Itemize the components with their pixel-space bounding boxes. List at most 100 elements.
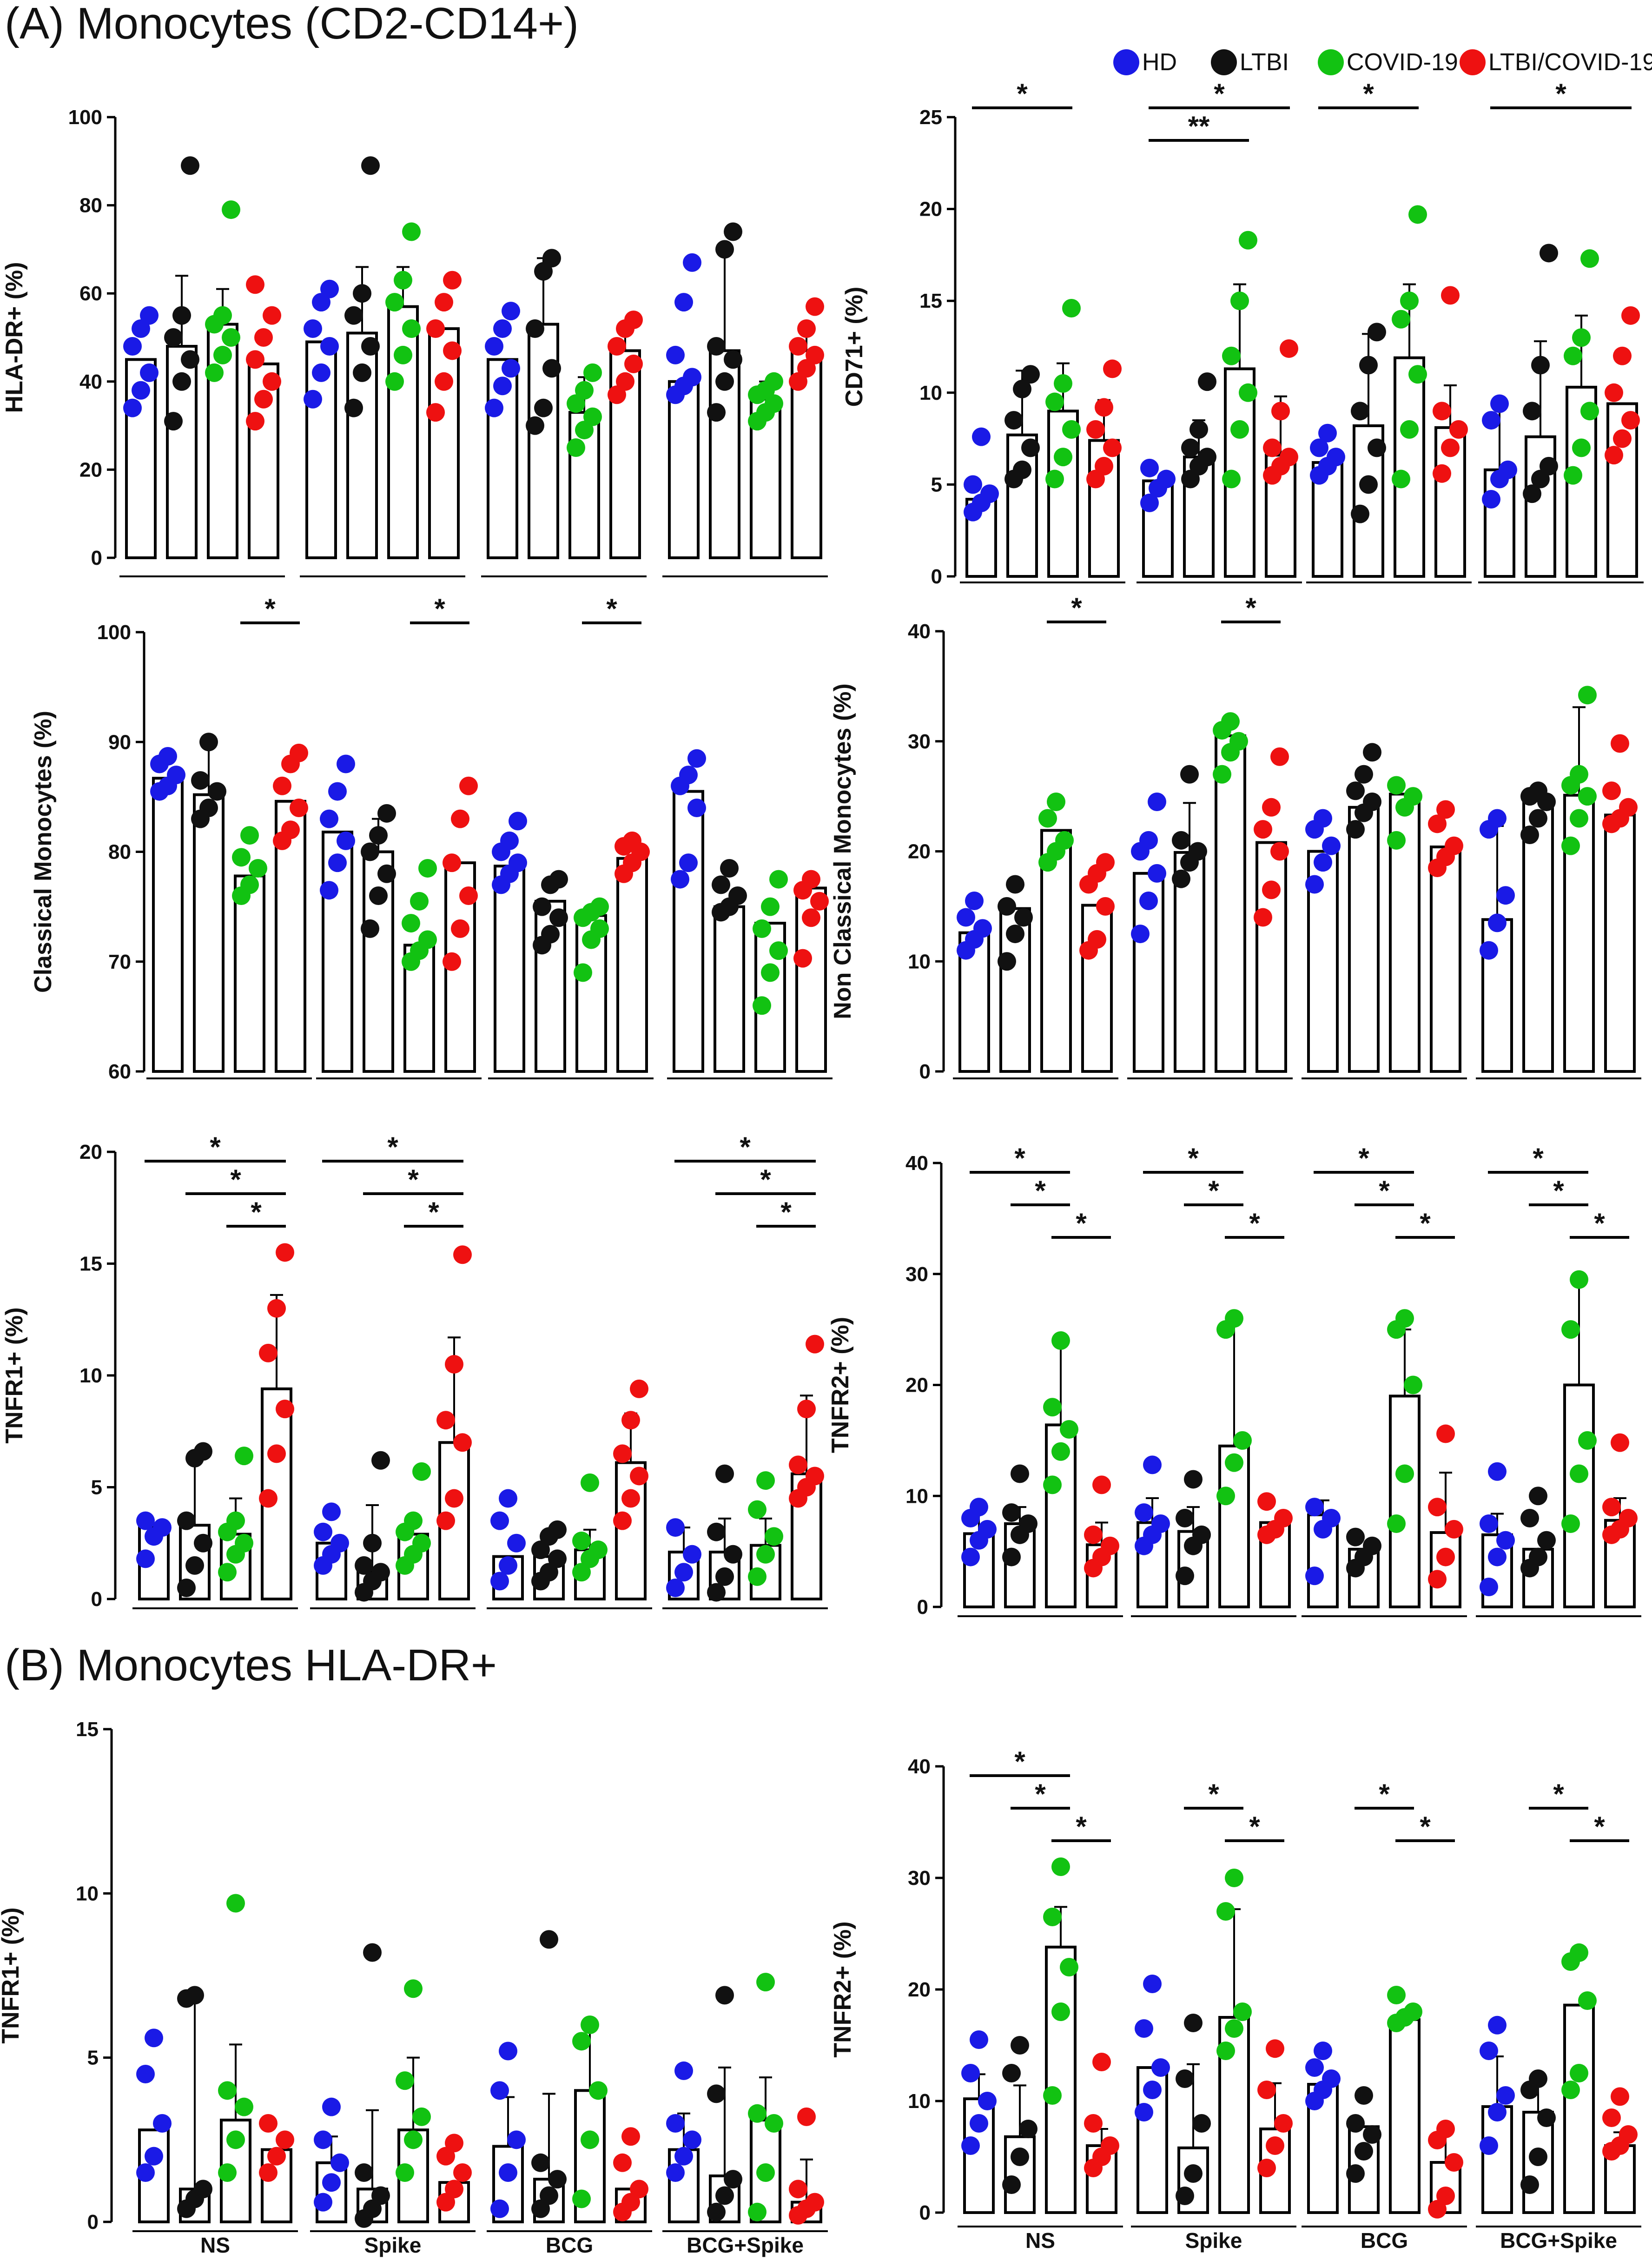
- data-point: [715, 1986, 734, 2005]
- data-point: [621, 1411, 640, 1430]
- y-axis-label: TNFR2+ (%): [827, 1317, 854, 1453]
- data-point: [1619, 798, 1638, 817]
- data-point: [1363, 743, 1381, 762]
- data-point: [1225, 1453, 1243, 1472]
- data-point: [797, 359, 816, 378]
- y-axis-label: Non Classical Monocytes (%): [829, 683, 856, 1019]
- data-point: [1520, 1509, 1539, 1527]
- significance-star: *: [210, 1131, 221, 1163]
- data-point: [1002, 1503, 1021, 1522]
- data-point: [674, 293, 693, 312]
- data-point: [1139, 892, 1158, 911]
- data-point: [1359, 356, 1378, 375]
- significance-star: *: [230, 1164, 241, 1195]
- data-point: [1051, 1331, 1070, 1350]
- data-point: [363, 1533, 382, 1553]
- data-point: [572, 2189, 591, 2208]
- data-point: [426, 403, 445, 422]
- data-point: [445, 2180, 463, 2199]
- data-point: [548, 1520, 567, 1539]
- data-point: [145, 2029, 163, 2048]
- data-point: [443, 271, 462, 290]
- data-point: [724, 222, 742, 241]
- data-point: [1480, 2136, 1498, 2155]
- data-point: [1189, 420, 1208, 439]
- y-tick-label: 30: [908, 730, 931, 753]
- data-point: [502, 302, 520, 321]
- data-point: [666, 1578, 685, 1597]
- data-point: [1441, 286, 1460, 305]
- data-point: [159, 747, 177, 766]
- data-point: [1602, 781, 1621, 800]
- data-point: [153, 1518, 172, 1537]
- data-point: [756, 1973, 775, 1992]
- data-point: [1254, 908, 1272, 927]
- y-tick-label: 90: [108, 731, 131, 753]
- data-point: [132, 381, 150, 400]
- data-point: [1318, 423, 1337, 443]
- data-point: [194, 1442, 212, 1461]
- data-point: [164, 328, 183, 347]
- data-point: [810, 892, 829, 911]
- data-point: [1480, 1514, 1498, 1533]
- data-point: [583, 407, 602, 426]
- data-point: [1540, 456, 1558, 476]
- significance-star: *: [387, 1131, 398, 1163]
- legend-dot-icon: [1211, 49, 1237, 75]
- data-point: [806, 345, 824, 364]
- data-point: [1233, 2002, 1252, 2021]
- data-point: [1322, 836, 1341, 855]
- data-point: [507, 1533, 526, 1553]
- data-point: [1047, 792, 1065, 811]
- data-point: [724, 350, 742, 369]
- significance-star: *: [1358, 1143, 1369, 1174]
- data-point: [1305, 1566, 1324, 1586]
- data-point: [1449, 420, 1468, 439]
- significance-star: *: [1420, 1811, 1431, 1842]
- data-point: [1578, 686, 1597, 705]
- data-point: [707, 2084, 726, 2103]
- y-tick-label: 100: [97, 621, 131, 644]
- y-tick-label: 40: [79, 370, 102, 393]
- significance-star: *: [434, 593, 445, 624]
- data-point: [1346, 2114, 1365, 2133]
- significance-star: *: [1076, 1208, 1087, 1239]
- data-point: [232, 848, 251, 867]
- data-point: [1433, 402, 1451, 421]
- data-point: [1013, 379, 1031, 398]
- data-point: [485, 398, 503, 417]
- data-point: [1043, 2086, 1062, 2105]
- data-point: [249, 859, 267, 878]
- data-point: [1084, 1525, 1103, 1544]
- bar: [568, 411, 600, 559]
- data-point: [1221, 712, 1240, 731]
- data-point: [402, 319, 421, 338]
- data-point: [1602, 2108, 1621, 2127]
- bar: [261, 1387, 292, 1601]
- data-point: [1570, 765, 1588, 784]
- data-point: [1346, 1527, 1365, 1546]
- data-point: [363, 1943, 382, 1962]
- data-point: [222, 200, 240, 219]
- data-point: [679, 853, 698, 872]
- y-tick-label: 5: [91, 1476, 102, 1499]
- data-point: [957, 908, 975, 927]
- data-point: [1561, 1514, 1580, 1533]
- data-point: [493, 377, 512, 396]
- data-point: [259, 2163, 278, 2182]
- data-point: [1280, 448, 1298, 467]
- data-point: [621, 2127, 640, 2146]
- data-point: [1619, 2125, 1638, 2144]
- data-point: [1101, 2136, 1119, 2155]
- data-point: [1561, 2081, 1580, 2099]
- data-point: [1561, 836, 1580, 855]
- data-point: [226, 1511, 245, 1530]
- group-label: BCG: [1361, 2228, 1408, 2253]
- data-point: [1060, 1958, 1078, 1976]
- group-label: Spike: [1185, 2228, 1242, 2253]
- data-point: [1578, 1431, 1597, 1450]
- y-tick-label: 20: [79, 1141, 102, 1163]
- data-point: [1488, 2015, 1507, 2035]
- data-point: [1520, 2175, 1539, 2194]
